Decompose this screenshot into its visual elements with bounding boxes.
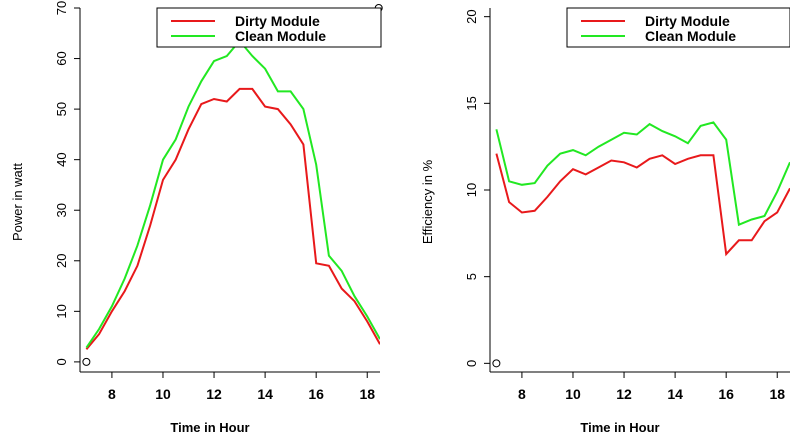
x-tick-label: 8 [108,386,116,402]
legend-entry: Dirty Module [645,13,730,29]
point-marker [492,359,501,368]
x-tick-label: 10 [155,386,171,402]
series-line-dirty-module [495,153,790,257]
legend-box [156,7,382,48]
y-axis-label: Efficiency in % [420,159,435,244]
y-tick-label: 60 [54,51,69,65]
legend-entry: Clean Module [645,28,736,44]
legend-entry: Dirty Module [235,13,320,29]
series-line-dirty-module [85,87,380,350]
chart-panel-2: 0 5 10 15 20 8 10 12 14 16 18 Time in Hour Efficienc… [420,7,790,435]
x-tick-label: 14 [667,386,683,402]
x-tick-label: 10 [565,386,581,402]
x-tick-label: 16 [718,386,734,402]
x-tick-label: 14 [257,386,273,402]
x-tick-label: 8 [518,386,526,402]
series-line-clean-module [85,39,380,349]
y-tick-label: 5 [464,273,479,280]
y-tick-label: 70 [54,1,69,15]
y-tick-label: 20 [54,254,69,268]
y-tick-label: 50 [54,102,69,116]
x-tick-label: 12 [616,386,632,402]
y-tick-label: 20 [464,9,479,23]
x-axis-label: Time in Hour [170,420,249,435]
y-tick-label: 40 [54,152,69,166]
legend-box [566,7,790,48]
y-tick-label: 15 [464,96,479,110]
y-tick-label: 10 [54,304,69,318]
y-tick-label: 0 [54,358,69,365]
y-axis-label: Power in watt [10,163,25,241]
y-tick-label: 0 [464,360,479,367]
x-tick-label: 16 [308,386,324,402]
chart-panel-1: 0 10 20 30 40 50 60 70 8 10 12 14 16 18 Time in Hour Po… [10,1,383,435]
x-tick-label: 18 [359,386,375,402]
y-tick-label: 10 [464,183,479,197]
legend-entry: Clean Module [235,28,326,44]
x-tick-label: 12 [206,386,222,402]
x-tick-label: 18 [769,386,785,402]
x-axis-label: Time in Hour [580,420,659,435]
point-marker [82,357,91,366]
series-line-clean-module [495,121,790,227]
y-tick-label: 30 [54,203,69,217]
